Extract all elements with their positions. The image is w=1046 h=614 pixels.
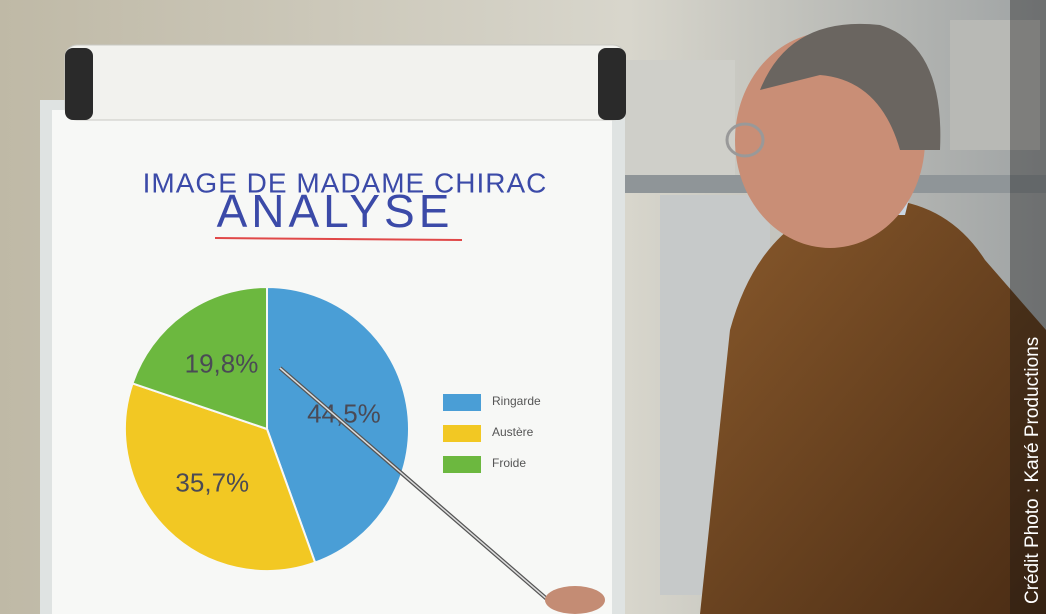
pie: 44,5%35,7%19,8%: [125, 287, 409, 571]
roll-cap: [598, 48, 626, 120]
paper-roll: [65, 45, 625, 120]
hand: [545, 586, 605, 614]
legend-swatch: [443, 425, 481, 442]
legend-label: Froide: [492, 456, 526, 470]
legend-swatch: [443, 456, 481, 473]
photo-credit: Crédit Photo : Karé Productions: [1022, 337, 1043, 604]
roll-cap: [65, 48, 93, 120]
legend-label: Austère: [492, 425, 534, 439]
chart-subtitle: ANALYSE: [217, 185, 454, 237]
scene: IMAGE DE MADAME CHIRAC ANALYSE 44,5%35,7…: [0, 0, 1046, 614]
legend-swatch: [443, 394, 481, 411]
legend-label: Ringarde: [492, 394, 541, 408]
shelf-box: [625, 60, 735, 180]
page: IMAGE DE MADAME CHIRAC ANALYSE 44,5%35,7…: [0, 0, 1046, 614]
slice-label: 19,8%: [185, 348, 259, 378]
slice-label: 35,7%: [175, 468, 249, 498]
